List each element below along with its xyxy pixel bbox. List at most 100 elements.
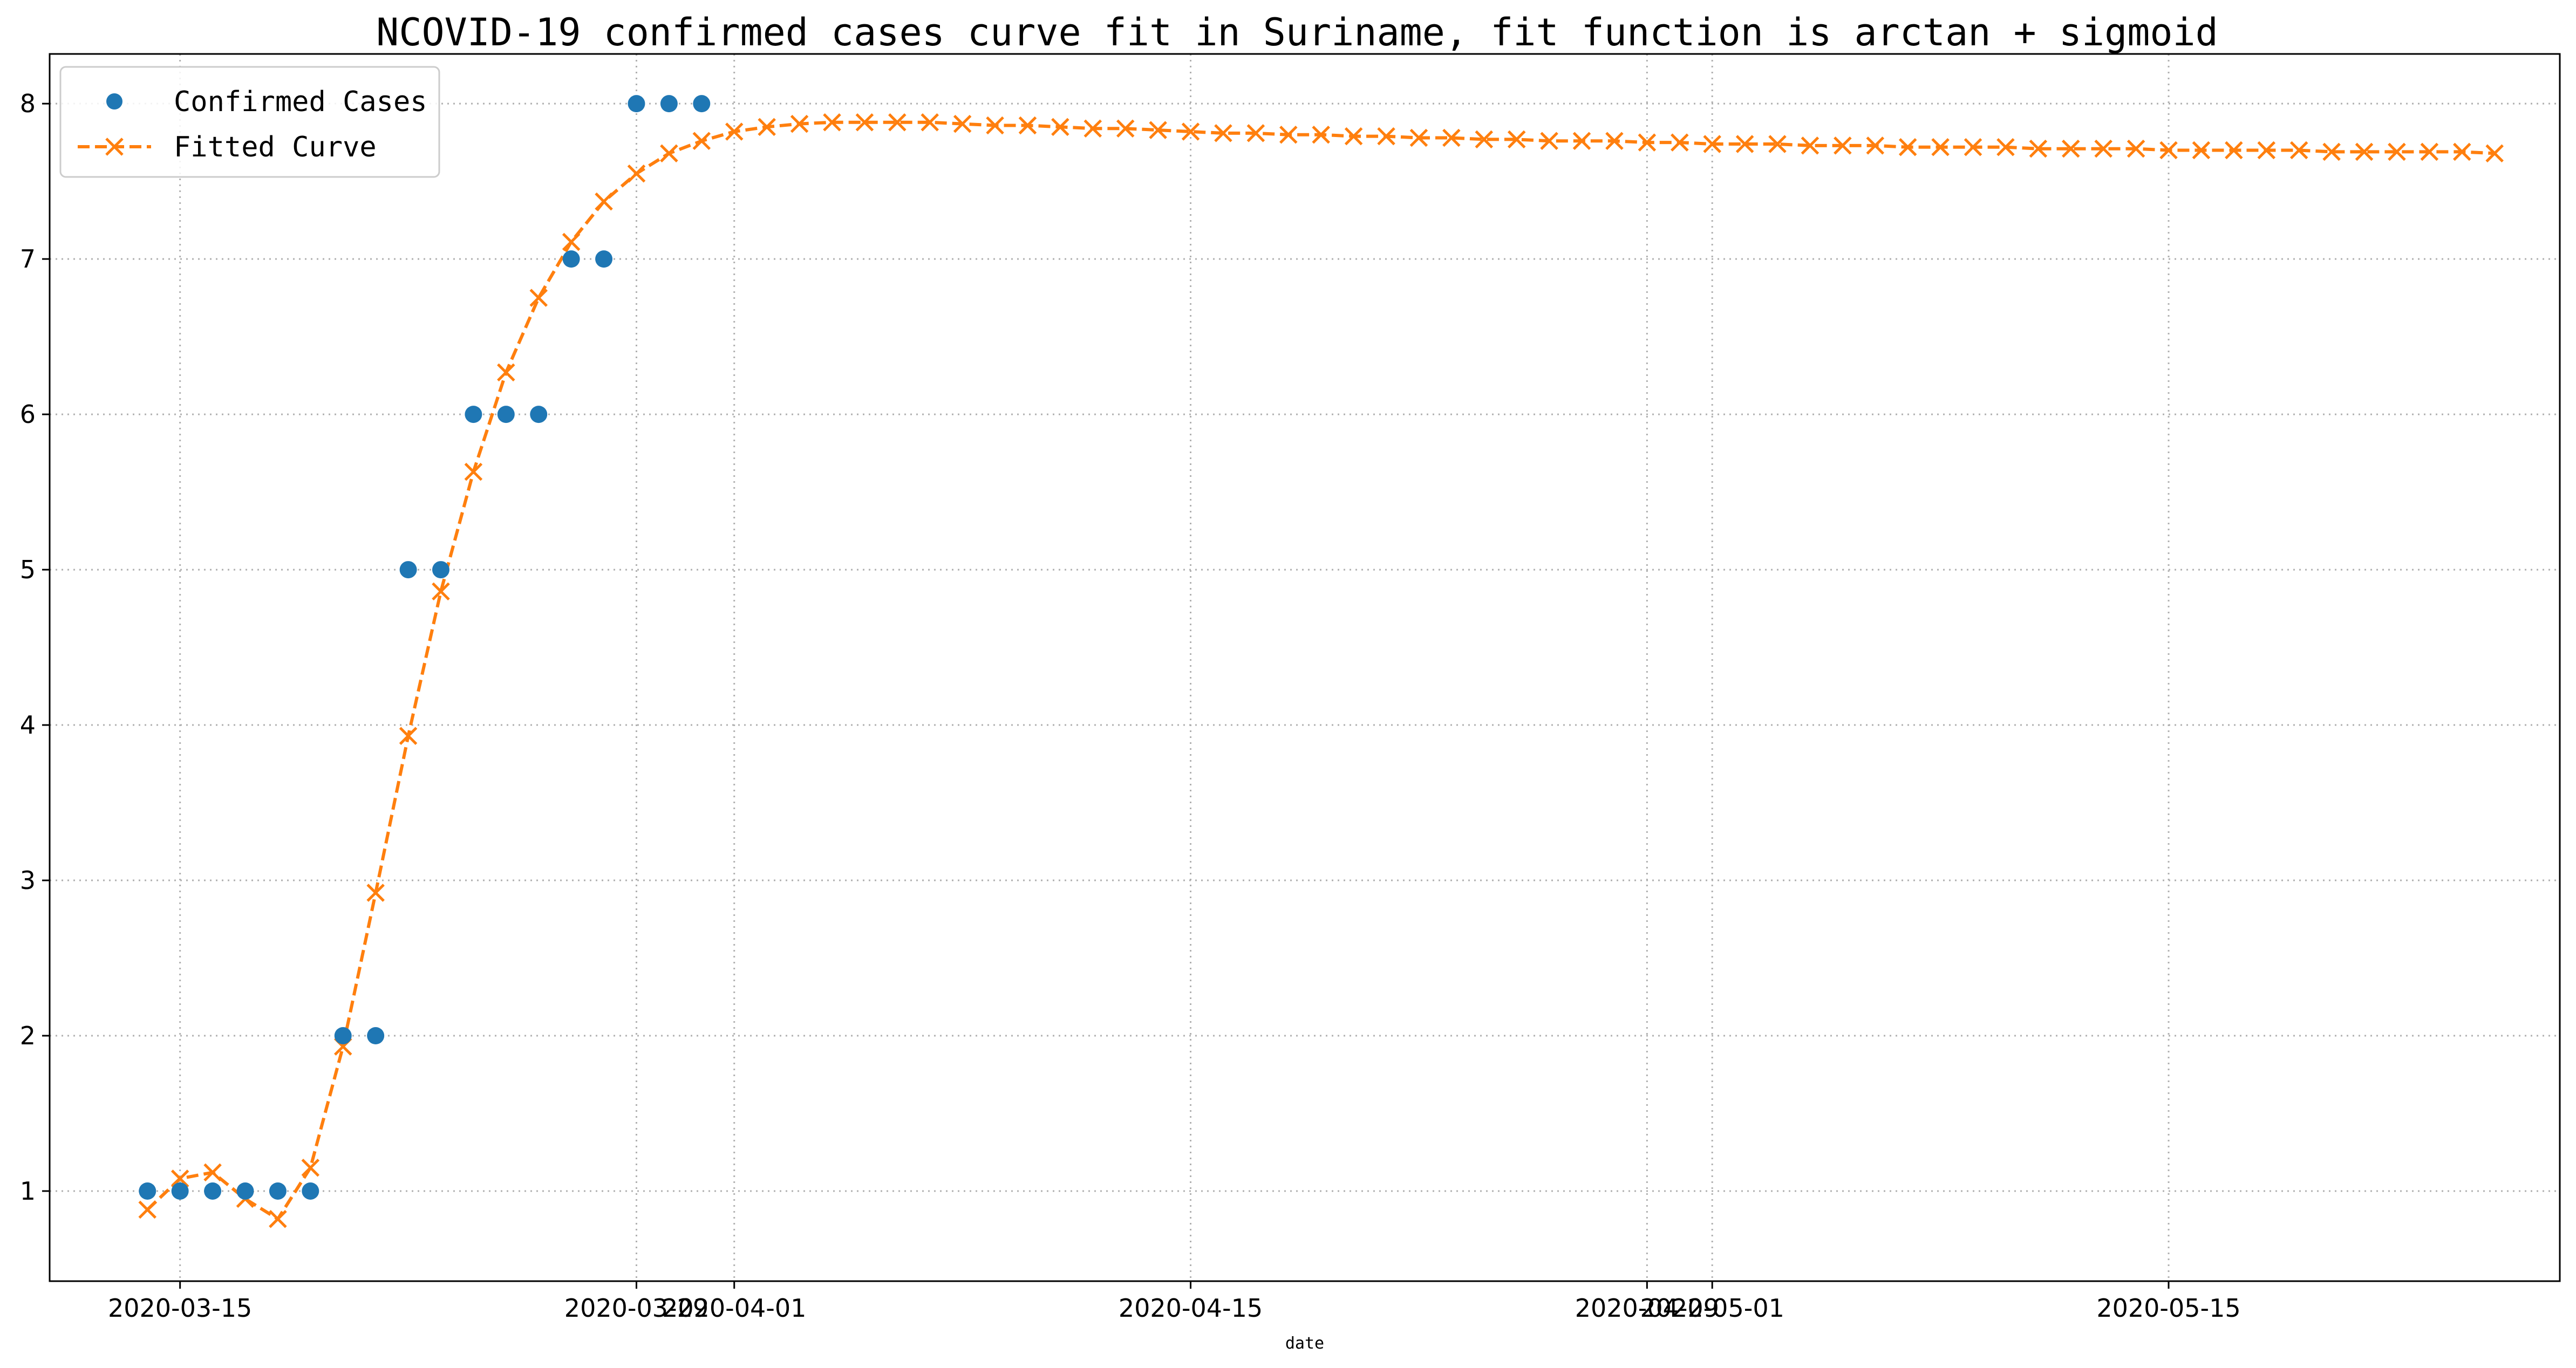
fitted-curve-point — [595, 192, 613, 211]
x-tick-label: 2020-05-01 — [1640, 1294, 1784, 1323]
fitted-curve-point — [1703, 135, 1721, 153]
y-tick-label: 5 — [20, 555, 36, 584]
fitted-curve-point — [1801, 136, 1819, 155]
confirmed-cases-point — [660, 95, 678, 113]
confirmed-cases-point — [367, 1027, 385, 1044]
confirmed-cases-point — [530, 406, 548, 423]
fitted-curve-point — [986, 116, 1004, 135]
fitted-curve-point — [660, 144, 678, 163]
fitted-curve-point — [432, 582, 450, 601]
fitted-curve-point — [2094, 139, 2112, 158]
fitted-curve-point — [1181, 122, 1200, 141]
fitted-curve-point — [1540, 132, 1558, 151]
fitted-curve-point — [2061, 139, 2080, 158]
chart-title: NCOVID-19 confirmed cases curve fit in S… — [376, 10, 2218, 54]
fitted-curve-point — [1279, 125, 1298, 144]
fitted-curve-point — [399, 727, 418, 745]
fitted-curve-point — [627, 164, 646, 183]
legend-label-fitted-curve: Fitted Curve — [174, 131, 377, 163]
fitted-curve-point — [1344, 127, 1363, 146]
fitted-curve-point — [2159, 141, 2178, 160]
fitted-curve-point — [823, 113, 841, 132]
fitted-curve-point — [1442, 128, 1461, 147]
fitted-curve-point — [790, 114, 809, 133]
fitted-curve-point — [2225, 141, 2243, 160]
y-tick-label: 8 — [20, 89, 36, 118]
fitted-curve-point — [1866, 136, 1885, 155]
confirmed-cases-point — [432, 561, 449, 579]
fitted-curve-point — [2192, 141, 2211, 160]
fitted-curve-point — [301, 1159, 320, 1177]
legend-label-confirmed-cases: Confirmed Cases — [174, 86, 427, 118]
fitted-curve-point — [2029, 139, 2048, 158]
fitted-curve-point — [1768, 135, 1787, 153]
x-tick-label: 2020-04-15 — [1119, 1294, 1263, 1323]
fitted-curve-point — [138, 1200, 157, 1219]
y-tick-label: 3 — [20, 866, 36, 895]
fitted-curve-point — [1898, 138, 1917, 156]
legend-marker-confirmed-cases — [106, 93, 122, 110]
fitted-curve-point — [1834, 136, 1852, 155]
fitted-curve-point — [1638, 133, 1657, 152]
fitted-curve-point — [1996, 138, 2015, 156]
fitted-curve-point — [1572, 132, 1591, 151]
x-axis-label: date — [1285, 1334, 1324, 1353]
fitted-curve-point — [2355, 142, 2374, 161]
fitted-curve-point — [1312, 125, 1330, 144]
confirmed-cases-point — [399, 561, 417, 579]
confirmed-cases-point — [497, 406, 515, 423]
fitted-curve-point — [758, 118, 776, 136]
fitted-curve-point — [1018, 116, 1037, 135]
confirmed-cases-point — [139, 1182, 156, 1200]
legend-marker-fitted-curve — [105, 138, 124, 156]
fitted-curve-point — [2257, 141, 2276, 160]
fitted-curve-point — [1671, 133, 1689, 152]
fitted-curve-point — [1149, 121, 1167, 139]
fitted-curve-point — [1116, 119, 1135, 138]
confirmed-cases-point — [595, 250, 613, 268]
y-tick-label: 6 — [20, 400, 36, 429]
x-tick-label: 2020-04-01 — [662, 1294, 806, 1323]
y-tick-label: 7 — [20, 244, 36, 273]
confirmed-cases-point — [465, 406, 482, 423]
fitted-curve-point — [2322, 142, 2341, 161]
y-tick-label: 1 — [20, 1177, 36, 1206]
confirmed-cases-point — [171, 1182, 189, 1200]
grid — [50, 54, 2560, 1281]
fitted-curve-point — [953, 114, 972, 133]
fitted-curve-point — [1051, 118, 1069, 136]
legend: Confirmed Cases Fitted Curve — [59, 66, 440, 178]
fitted-curve-series — [138, 113, 2504, 1228]
fitted-curve-point — [464, 462, 483, 481]
fitted-curve-point — [1083, 119, 1102, 138]
confirmed-cases-point — [334, 1027, 352, 1044]
fitted-curve-point — [725, 122, 744, 141]
fitted-curve-point — [855, 113, 874, 132]
x-tick-label: 2020-03-15 — [108, 1294, 252, 1323]
legend-box — [59, 66, 440, 178]
fitted-curve-point — [562, 232, 581, 251]
fitted-curve-point — [497, 363, 515, 382]
fitted-curve-point — [2289, 141, 2308, 160]
confirmed-cases-point — [302, 1182, 319, 1200]
plot-frame — [49, 53, 2561, 1282]
fitted-curve-point — [2420, 142, 2439, 161]
fitted-curve-point — [1964, 138, 1982, 156]
fitted-curve-point — [171, 1169, 189, 1188]
fitted-curve-point — [1605, 132, 1624, 151]
y-tick-label: 2 — [20, 1021, 36, 1050]
confirmed-cases-point — [236, 1182, 254, 1200]
fitted-curve-point — [2485, 144, 2504, 163]
y-tick-label: 4 — [20, 710, 36, 740]
y-axis: 1 2 3 4 5 6 7 8 — [20, 89, 50, 1206]
fitted-curve-point — [1246, 124, 1265, 142]
fitted-curve-line — [146, 120, 2495, 1221]
fitted-curve-point — [2452, 142, 2471, 161]
fitted-curve-point — [1409, 128, 1428, 147]
confirmed-cases-point — [269, 1182, 287, 1200]
fitted-curve-point — [269, 1210, 287, 1228]
x-tick-label: 2020-04-29 — [1575, 1294, 1719, 1323]
fitted-curve-point — [1475, 130, 1494, 149]
